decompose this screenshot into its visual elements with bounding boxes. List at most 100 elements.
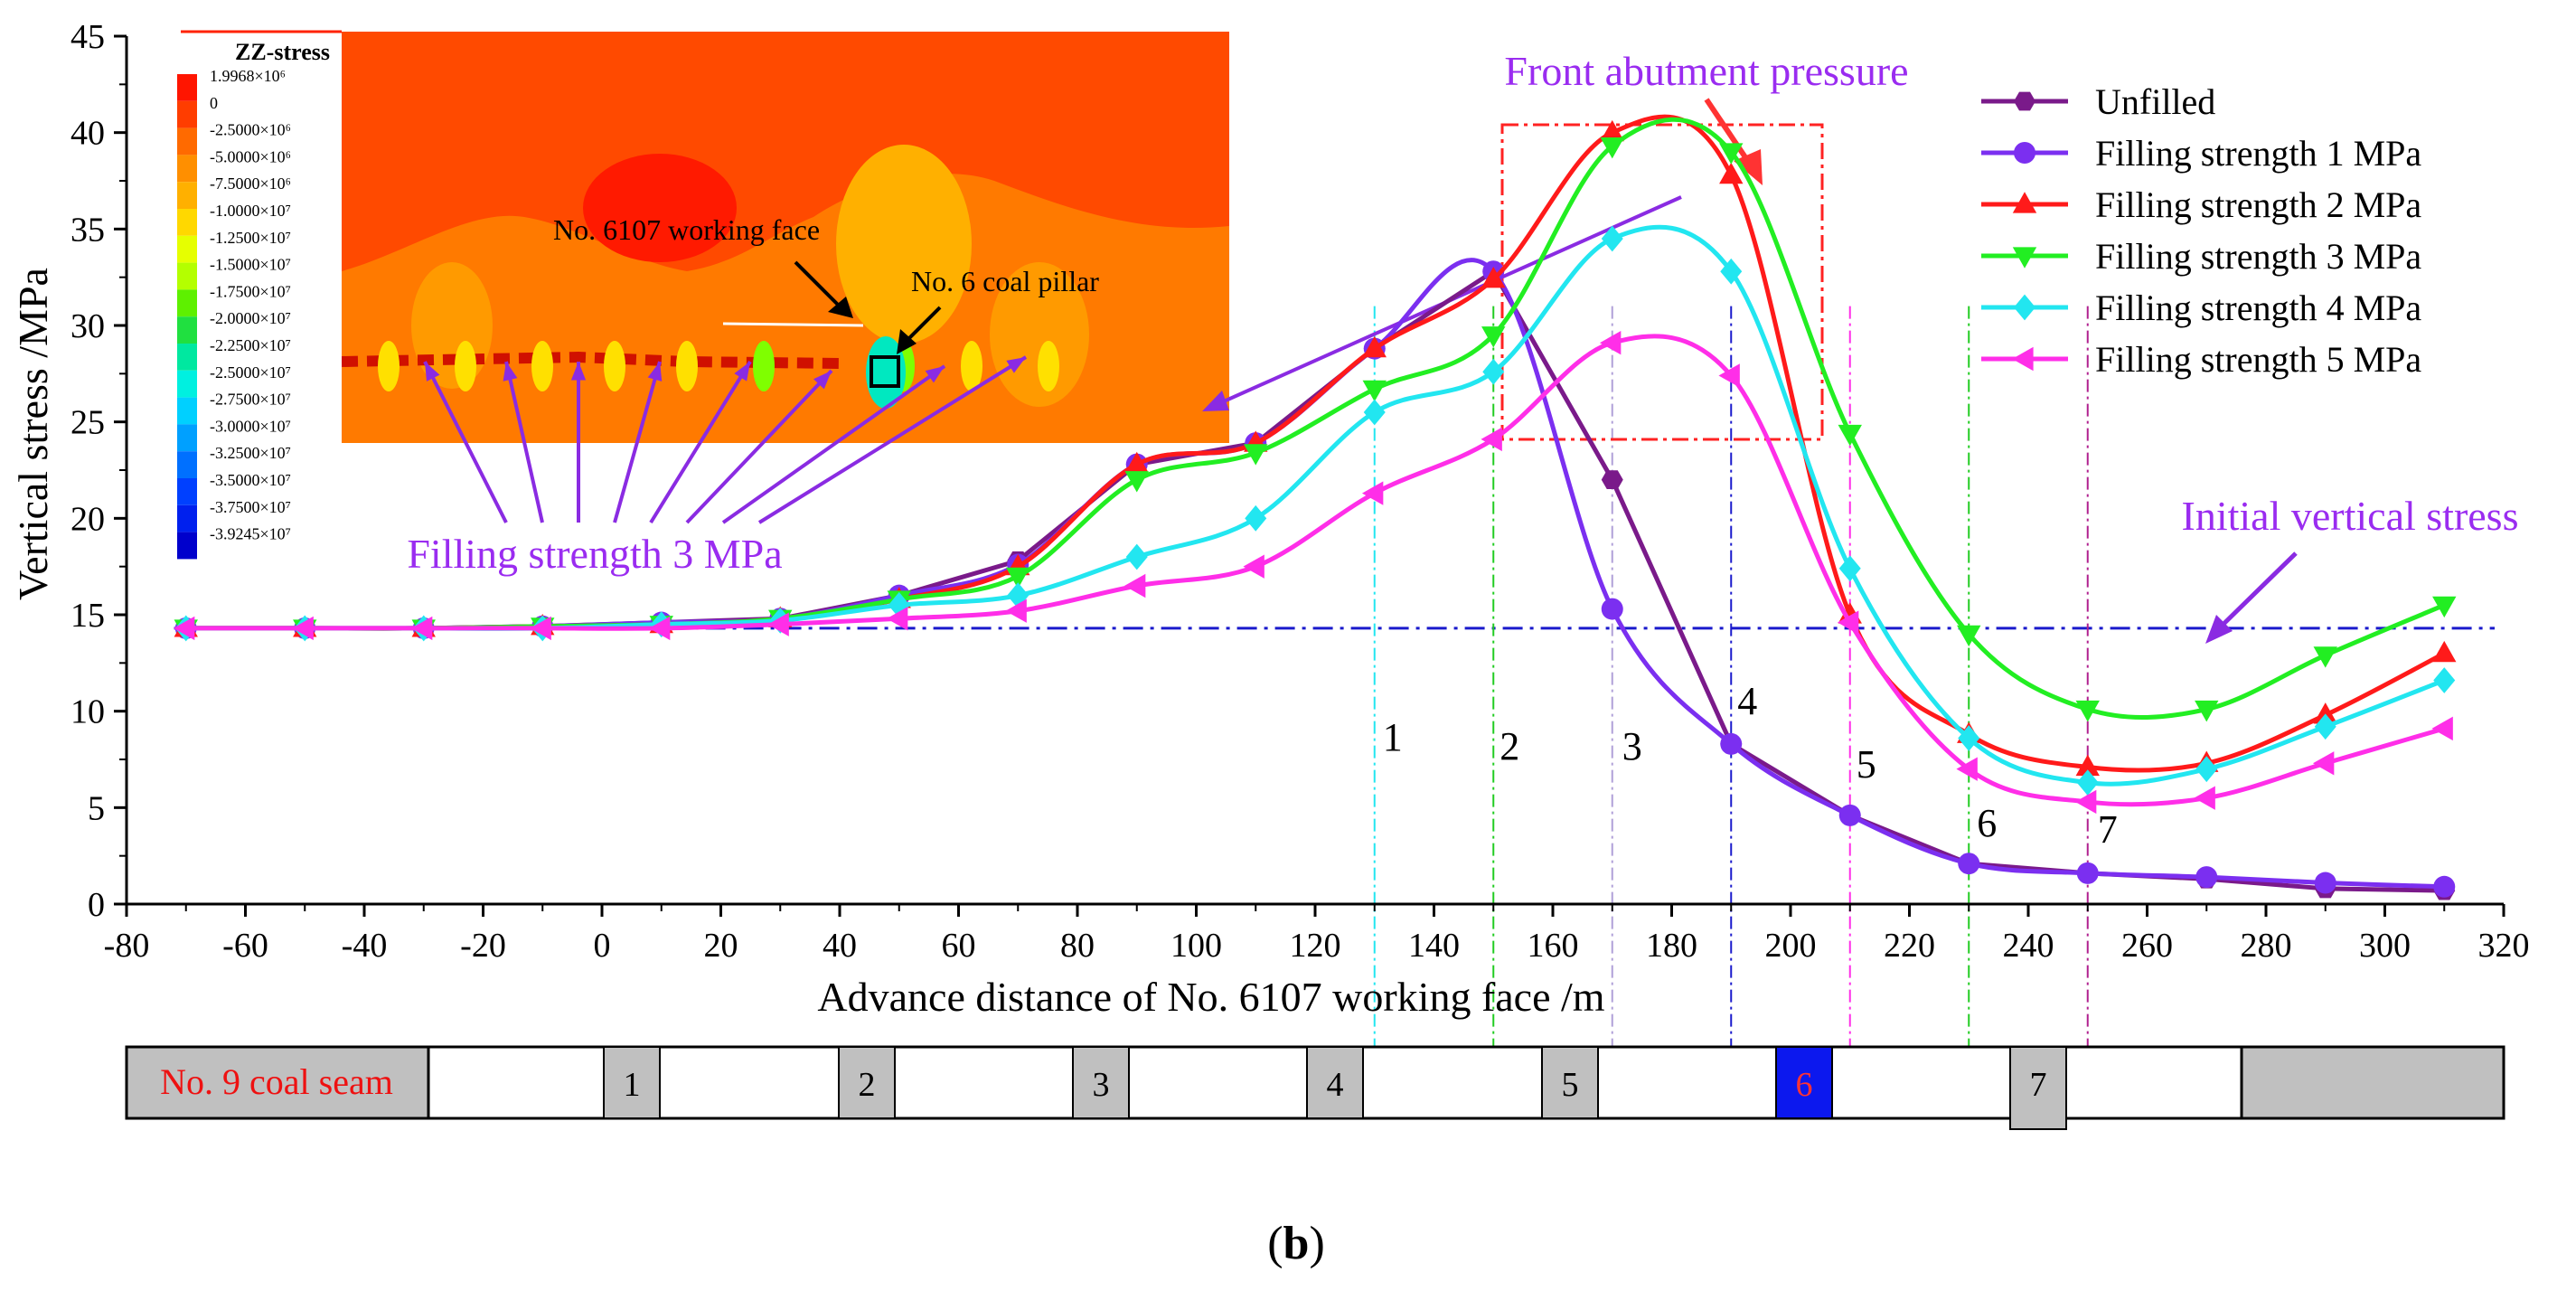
inset-pillar-zone [531,341,553,391]
abutment-arrowhead [1734,149,1763,185]
inset-pillar-zone [1038,341,1059,391]
x-axis-label: Advance distance of No. 6107 working fac… [817,974,1604,1020]
inset-colorbar-segment [177,316,197,344]
filling-arrowhead [813,371,832,390]
working-face-label: No. 6107 working face [553,213,820,246]
legend: Unfilled Filling strength 1 MPa Filling st… [1981,81,2421,380]
inset-colorbar-segment [177,155,197,183]
x-tick-label: 200 [1765,927,1817,965]
inset-face-line [722,322,864,327]
data-point [1481,267,1506,288]
data-point [1600,119,1624,142]
x-tick-label: 160 [1528,927,1579,965]
data-point [1600,137,1624,159]
inset-colorbar-segment [177,289,197,317]
marker-label-2: 2 [1500,724,1519,768]
data-point [1363,399,1386,426]
initial-stress-arrow [2213,551,2298,635]
y-tick-label: 40 [71,115,105,153]
inset-pillar-zone [961,341,982,391]
data-point [2195,866,2218,889]
strip-pillar-label-4: 4 [1327,1066,1344,1104]
x-tick-label: 120 [1290,927,1341,965]
x-tick-label: 320 [2478,927,2530,965]
x-tick-label: 0 [594,927,611,965]
x-tick-label: 260 [2121,927,2173,965]
filling-arrowhead [1006,357,1026,373]
data-point [1838,804,1861,826]
data-point [1956,757,1978,781]
data-point [1958,853,1980,875]
data-point [1362,380,1387,402]
inset-legend-title: ZZ-stress [235,39,330,65]
x-tick-label: 80 [1060,927,1095,965]
data-point [1362,335,1387,358]
inset-legend-label: -3.7500×10⁷ [210,498,291,516]
inset-legend-label: -1.2500×10⁷ [210,229,291,247]
inset-yellow-zone [836,145,972,344]
data-point [2313,702,2337,724]
y-tick-label: 35 [71,211,105,249]
abutment-arrow [1704,98,1752,165]
inset-legend-bg [172,32,342,538]
data-point [530,616,551,641]
data-point [1482,358,1505,385]
x-tick-label: 280 [2241,927,2292,965]
filling-arrow [721,364,946,524]
data-point [1124,451,1149,474]
initial-stress-label: Initial vertical stress [2182,493,2519,539]
data-point [1243,554,1264,579]
legend-marker [2012,346,2034,372]
y-axis-label: Vertical stress /MPa [10,268,56,600]
inset-legend-label: -1.7500×10⁷ [210,282,291,300]
inset-legend-label: -7.5000×10⁶ [210,174,291,193]
legend-label: Filling strength 5 MPa [2095,339,2421,380]
y-tick-label: 30 [71,307,105,345]
y-tick-label: 45 [71,18,105,56]
strip-coal-seam [125,1045,430,1120]
working-face-arrowhead [828,297,853,318]
strip-pillar-label-2: 2 [859,1066,876,1104]
coal-pillar-arrow [902,306,942,345]
coal-pillar-label: No. 6 coal pillar [911,265,1099,297]
panel-paren-close: ) [1309,1218,1324,1269]
data-point [2314,872,2336,894]
inset-legend-label: 1.9968×10⁶ [210,67,286,85]
inset-colorbar-segment [177,397,197,425]
marker-label-1: 1 [1383,715,1403,759]
strip-pillar-label-3: 3 [1093,1066,1110,1104]
legend-marker [2012,247,2037,269]
inset-legend-label: -3.2500×10⁷ [210,444,291,462]
data-point [2433,875,2456,898]
inset-colorbar-segment [177,235,197,263]
strip-pillar-label-6: 6 [1796,1066,1813,1104]
data-point [2432,640,2457,663]
data-point [173,616,195,641]
x-tick-label: 140 [1408,927,1460,965]
data-point [1481,326,1506,348]
x-tick-label: -80 [104,927,150,965]
inset-legend-label: -2.7500×10⁷ [210,391,291,409]
y-tick-label: 10 [71,693,105,731]
legend-marker [2014,294,2035,321]
filling-arrow [757,355,1028,524]
x-tick-label: 180 [1646,927,1697,965]
data-point [1958,725,1980,751]
data-point [2431,716,2453,741]
strip-pillar-7 [2009,1046,2067,1130]
data-point [2432,596,2457,618]
x-tick-label: 40 [823,927,857,965]
data-point [1361,481,1384,505]
data-point [2195,756,2218,783]
marker-label-3: 3 [1622,724,1642,768]
strip-coal-seam-label: No. 9 coal seam [160,1061,393,1102]
inset-legend-label: -2.5000×10⁶ [210,121,291,139]
x-tick-label: 300 [2359,927,2411,965]
marker-label-5: 5 [1857,742,1876,787]
panel-label: (b) [1267,1218,1325,1269]
data-point [2433,667,2456,693]
data-point [1125,543,1148,570]
marker-label-7: 7 [2098,807,2118,852]
inset-coal-pillar-zone [866,336,906,409]
